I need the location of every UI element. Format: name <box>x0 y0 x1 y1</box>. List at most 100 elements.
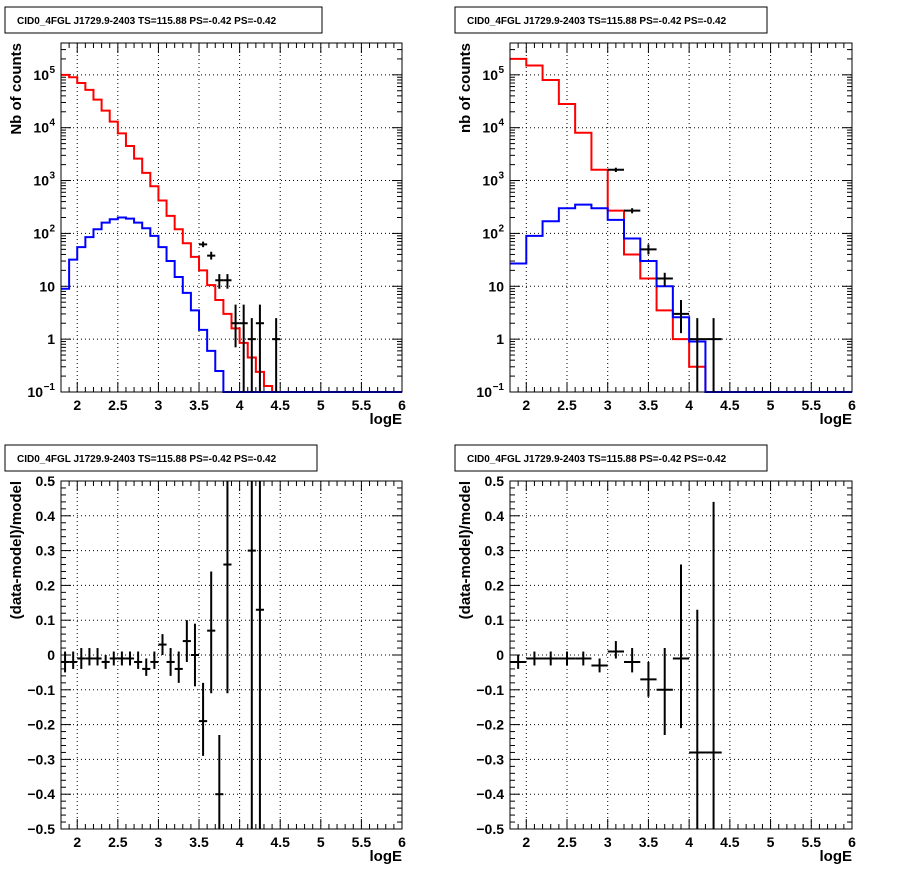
data-point <box>510 655 527 669</box>
data-point <box>207 571 216 694</box>
chart-panel-2: CID0_4FGL J1729.9-2403 TS=115.88 PS=-0.4… <box>454 6 856 428</box>
y-tick-label: −0.2 <box>476 717 504 733</box>
y-tick-exponent: 5 <box>498 65 504 76</box>
y-tick-label: −0.3 <box>27 751 55 767</box>
y-tick-label: 10 <box>33 225 49 241</box>
data-point <box>558 651 576 666</box>
y-tick-label: −0.5 <box>27 821 55 837</box>
x-tick-label: 2.5 <box>108 397 128 413</box>
data-point <box>158 634 167 655</box>
y-tick-label: 1 <box>496 331 504 347</box>
x-tick-label: 5.5 <box>352 834 372 850</box>
data-point <box>672 300 690 334</box>
y-tick-label: 0 <box>496 647 504 663</box>
data-point <box>174 651 183 683</box>
data-point <box>231 304 240 348</box>
chart-title-box <box>4 6 323 34</box>
data-point <box>640 661 657 697</box>
chart-title-box <box>4 444 318 472</box>
y-tick-label: 10 <box>482 120 498 136</box>
data-point <box>247 481 256 829</box>
x-tick-label: 2 <box>522 834 530 850</box>
x-tick-label: 3.5 <box>189 397 209 413</box>
y-tick-exponent: 5 <box>49 65 55 76</box>
chart-title: CID0_4FGL J1729.9-2403 TS=115.88 PS=-0.4… <box>467 16 727 27</box>
y-tick-label: 0.1 <box>36 612 56 628</box>
x-tick-label: 4 <box>685 834 693 850</box>
y-tick-label: −0.4 <box>27 786 55 802</box>
y-tick-label: −0.1 <box>27 682 55 698</box>
y-tick-label: −0.2 <box>27 717 55 733</box>
data-point <box>624 208 641 214</box>
x-tick-label: 3 <box>604 397 612 413</box>
data-point <box>142 658 151 676</box>
x-tick-label: 4.5 <box>720 834 740 850</box>
y-tick-label: 10 <box>27 384 43 400</box>
x-tick-label: 6 <box>398 834 406 850</box>
y-tick-exponent: 4 <box>498 118 504 129</box>
data-point <box>640 244 657 255</box>
data-point <box>255 304 264 392</box>
x-tick-label: 4 <box>236 397 244 413</box>
data-point <box>705 501 722 829</box>
y-axis-title: (data-model)/model <box>457 481 474 619</box>
y-tick-label: 10 <box>33 173 49 189</box>
x-tick-label: 2 <box>522 397 530 413</box>
y-axis-title: (data-model)/model <box>8 481 25 619</box>
data-point <box>61 651 70 673</box>
data-point <box>624 648 641 673</box>
y-tick-label: −0.5 <box>476 821 504 837</box>
data-point <box>223 274 232 289</box>
x-tick-label: 5 <box>317 397 325 413</box>
x-tick-label: 3.5 <box>189 834 209 850</box>
data-point <box>215 735 224 829</box>
data-point <box>69 651 78 669</box>
y-tick-label: −0.3 <box>476 751 504 767</box>
x-tick-label: 6 <box>848 397 856 413</box>
plot-frame <box>60 480 403 830</box>
data-point <box>150 651 159 669</box>
y-tick-label: −0.4 <box>476 786 504 802</box>
data-point <box>125 651 135 666</box>
y-axis-title: Nb of counts <box>8 43 25 135</box>
y-tick-exponent: 2 <box>498 223 504 234</box>
chart-panel-4: CID0_4FGL J1729.9-2403 TS=115.88 PS=-0.4… <box>454 444 856 865</box>
data-point <box>223 481 232 694</box>
data-point <box>689 609 706 829</box>
data-point <box>190 623 200 687</box>
histogram-series-1 <box>510 57 852 393</box>
y-tick-label: 0.3 <box>485 543 505 559</box>
x-tick-label: 2.5 <box>108 834 128 850</box>
y-tick-label: 0.1 <box>485 612 505 628</box>
x-axis-title: logE <box>820 848 853 865</box>
y-axis-title: nb of counts <box>457 43 474 133</box>
data-point <box>215 274 224 289</box>
y-tick-exponent: 4 <box>49 118 55 129</box>
y-tick-label: 10 <box>482 67 498 83</box>
data-point <box>101 655 110 669</box>
y-tick-label: 10 <box>476 384 492 400</box>
x-tick-label: 4 <box>685 397 693 413</box>
data-point <box>199 241 208 248</box>
data-point <box>247 318 256 392</box>
data-point <box>689 318 706 392</box>
x-tick-label: 5.5 <box>802 397 822 413</box>
data-point <box>239 304 248 392</box>
x-tick-label: 5.5 <box>352 397 372 413</box>
y-tick-label: 0.4 <box>485 508 505 524</box>
data-point <box>85 648 94 666</box>
y-tick-label: 0.2 <box>36 577 56 593</box>
x-tick-label: 2.5 <box>557 397 577 413</box>
y-tick-label: 0 <box>47 647 55 663</box>
y-tick-label: 0.5 <box>485 473 505 489</box>
y-tick-label: 10 <box>33 67 49 83</box>
data-point <box>182 620 191 662</box>
chart-title: CID0_4FGL J1729.9-2403 TS=115.88 PS=-0.4… <box>17 16 277 27</box>
x-tick-label: 5.5 <box>802 834 822 850</box>
x-axis-title: logE <box>370 411 403 428</box>
data-point <box>575 651 592 666</box>
x-tick-label: 5 <box>317 834 325 850</box>
x-tick-label: 3 <box>604 834 612 850</box>
chart-panel-1: CID0_4FGL J1729.9-2403 TS=115.88 PS=-0.4… <box>4 6 406 428</box>
